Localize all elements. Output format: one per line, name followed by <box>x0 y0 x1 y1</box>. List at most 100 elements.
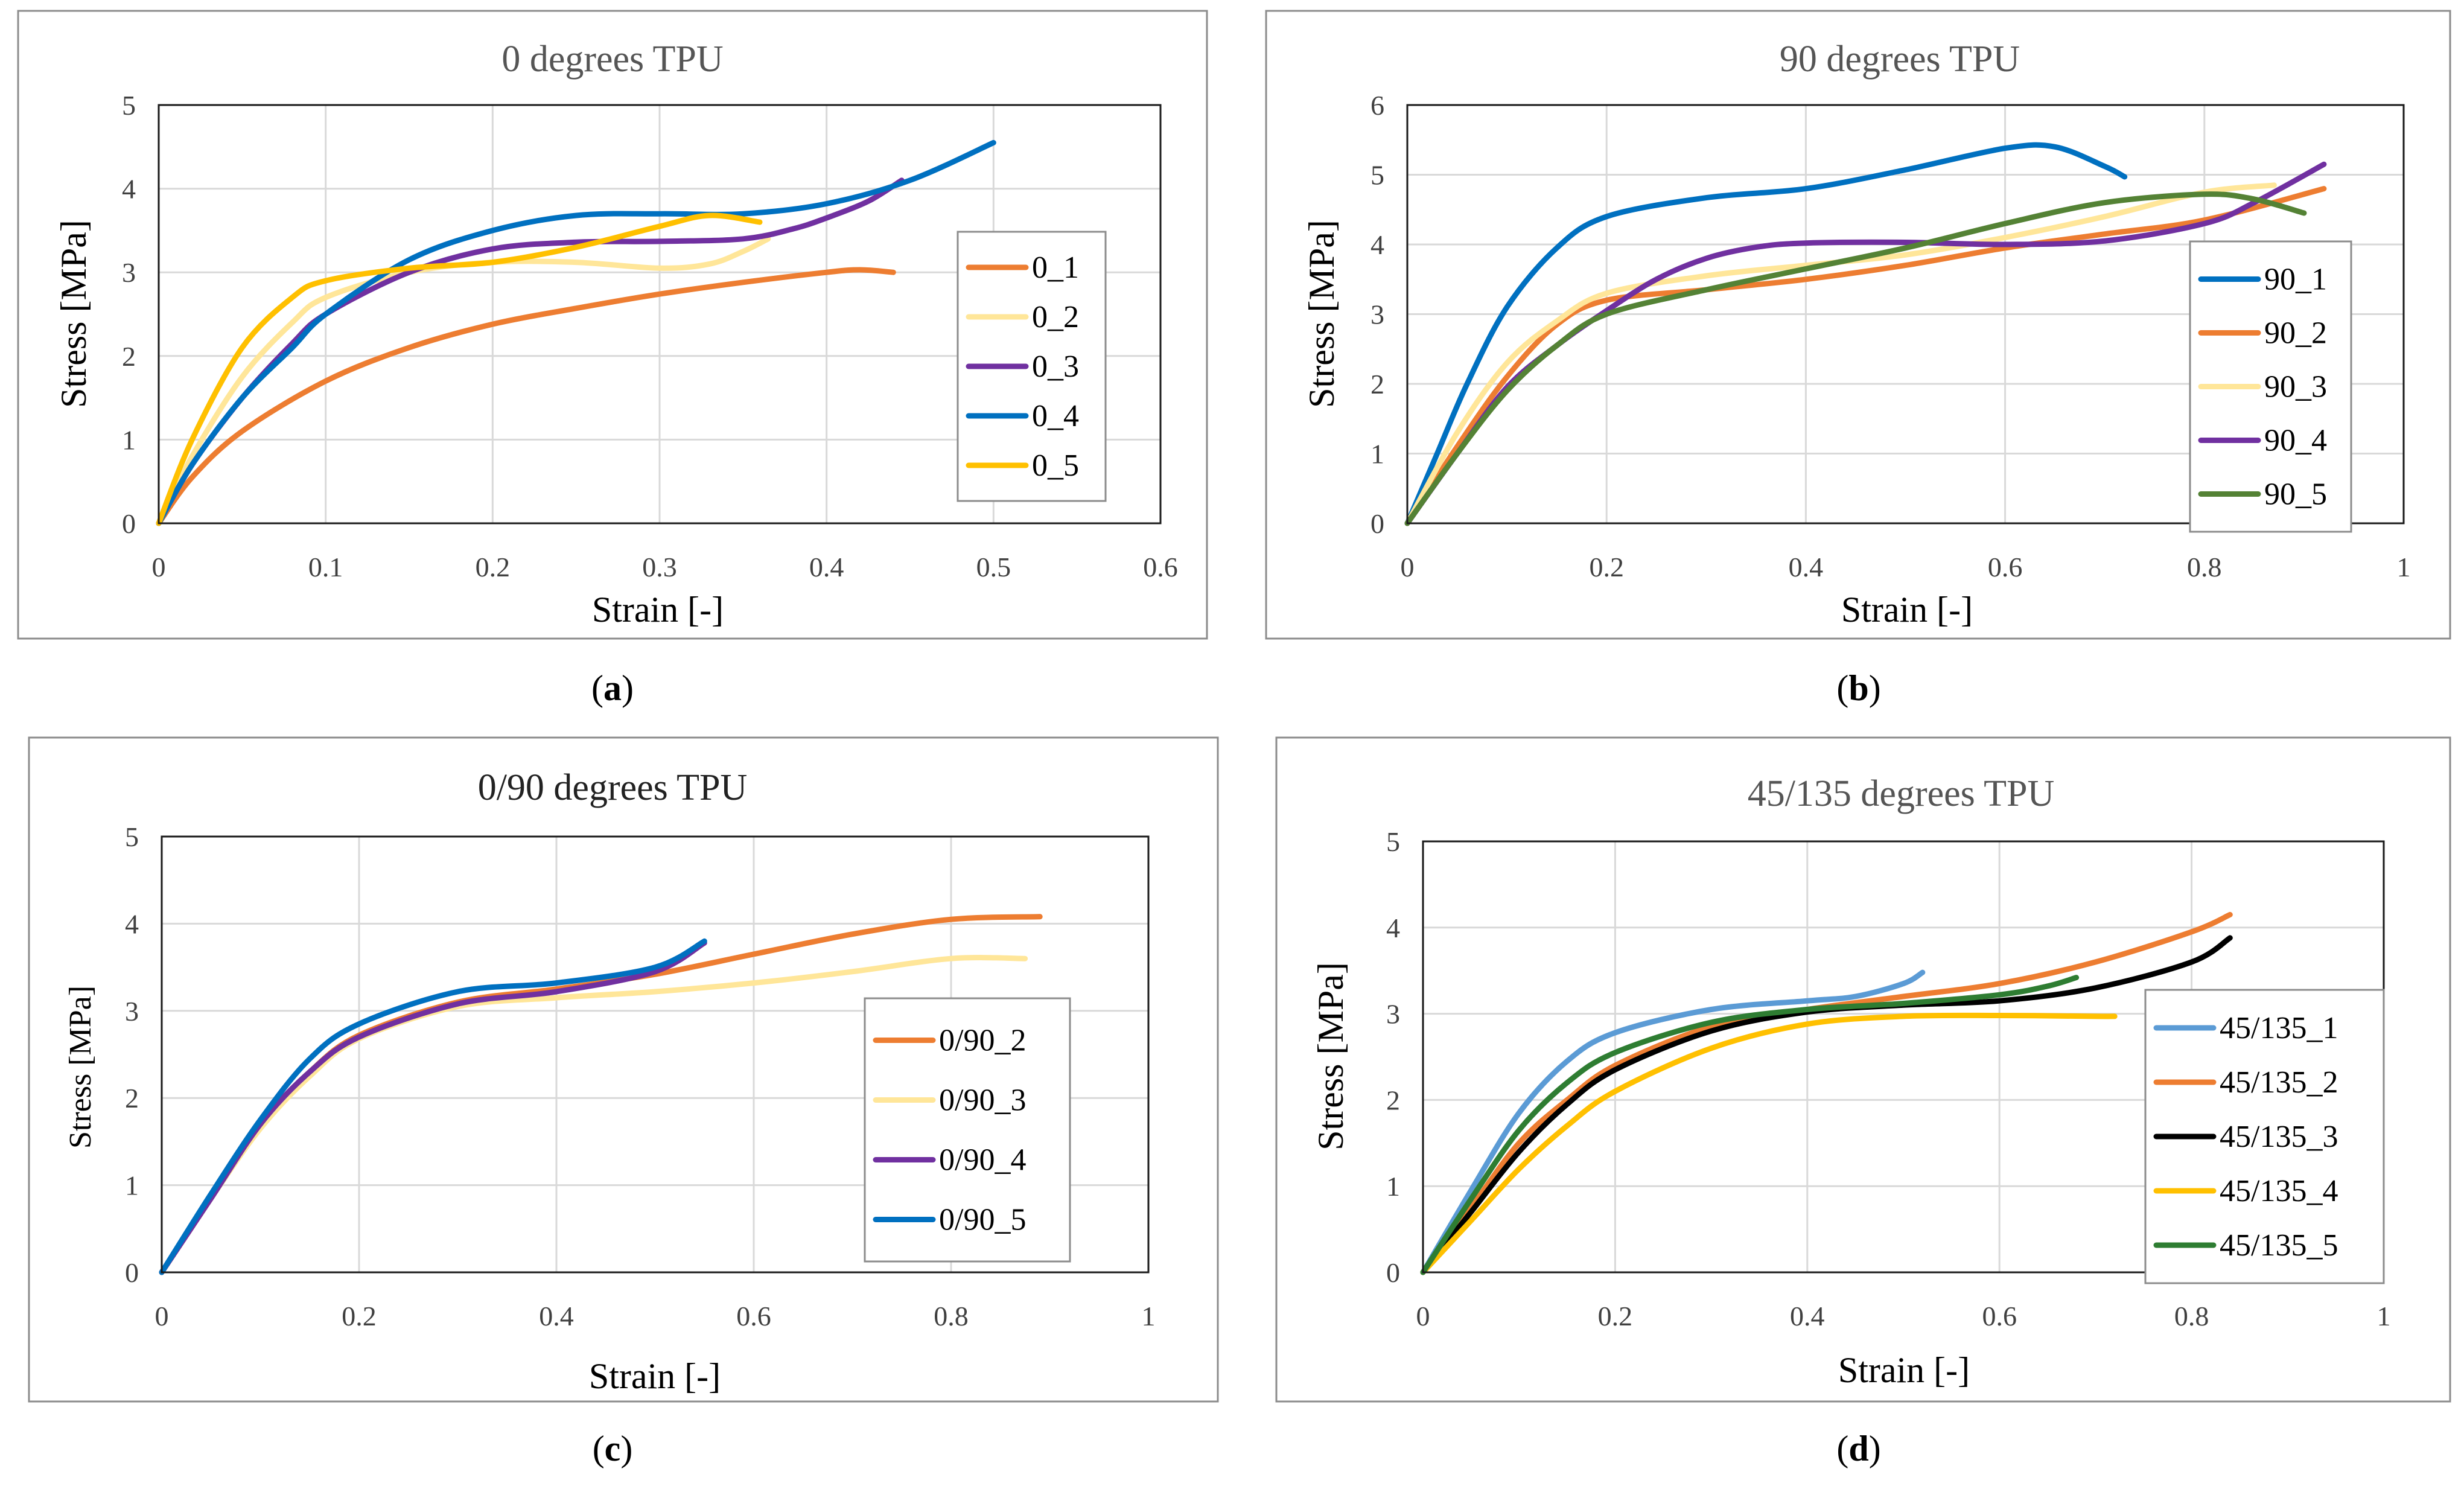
plot-area <box>1406 104 2405 524</box>
legend-label: 90_3 <box>2264 370 2327 404</box>
y-tick-label: 1 <box>125 1170 139 1201</box>
legend-label: 90_4 <box>2264 424 2327 458</box>
y-tick-label: 2 <box>1386 1085 1400 1115</box>
y-axis-title: Stress [MPa] <box>1311 962 1351 1150</box>
y-tick-label: 5 <box>1370 160 1384 191</box>
chart-0-degrees: 0 degrees TPU 0 0.1 0.2 0.3 0.4 0.5 0.6012345 … <box>17 10 1208 708</box>
y-tick-label: 1 <box>122 424 136 455</box>
y-tick-label: 4 <box>125 908 139 939</box>
legend-label: 90_1 <box>2264 263 2327 297</box>
legend-label: 0/90_4 <box>939 1143 1026 1178</box>
caption: (a) <box>591 668 634 708</box>
x-tick-label: 0.6 <box>1143 552 1178 582</box>
legend-label: 45/135_5 <box>2220 1228 2338 1263</box>
chart-title: 45/135 degrees TPU <box>1748 773 2055 814</box>
x-axis-title: Strain [-] <box>592 590 724 630</box>
caption: (b) <box>1836 668 1880 708</box>
caption-letter: a <box>603 668 622 708</box>
legend: 0_1 0_2 0_3 0_4 0_5 <box>957 231 1107 502</box>
legend-label: 45/135_1 <box>2220 1011 2338 1045</box>
caption-letter: c <box>605 1429 621 1468</box>
x-tick-label: 0.5 <box>976 552 1011 582</box>
x-tick-label: 0.8 <box>2187 552 2222 582</box>
x-tick-label: 0.6 <box>736 1301 771 1331</box>
y-tick-label: 4 <box>1370 229 1384 260</box>
x-tick-label: 0.4 <box>539 1301 574 1331</box>
series-line-0_1 <box>156 267 896 526</box>
y-tick-label: 4 <box>1386 913 1400 943</box>
chart-90-degrees: 90 degrees TPU 0 0.2 0.4 0.6 0.8 1 0 1 2 3 4 5 6 Str… <box>1265 10 2451 708</box>
tick-labels: 0 0.1 0.2 0.3 0.4 0.5 0.6 0 1 2 3 4 5 <box>122 90 1178 582</box>
series-line-90_3 <box>1404 182 2277 526</box>
tick-labels: 0 0.2 0.4 0.6 0.8 1 0 1 2 3 4 5 6 <box>1370 90 2411 582</box>
chart-title: 0 degrees TPU <box>501 39 723 80</box>
y-tick-label: 5 <box>122 90 136 121</box>
tick-labels: 0 0.2 0.4 0.6 0.8 1 0 1 2 3 4 5 <box>125 821 1156 1331</box>
caption-letter: b <box>1848 668 1868 708</box>
legend-label: 45/135_4 <box>2220 1174 2338 1208</box>
legend-label: 45/135_3 <box>2220 1120 2338 1154</box>
x-tick-label: 0.2 <box>1589 552 1624 582</box>
legend-label: 0/90_5 <box>939 1203 1026 1237</box>
y-tick-label: 2 <box>125 1083 139 1114</box>
x-axis-title: Strain [-] <box>589 1356 721 1396</box>
series-layer <box>156 139 996 526</box>
series-line-45-135_1 <box>1420 969 1926 1275</box>
series-layer <box>1420 911 2233 1275</box>
x-tick-label: 1 <box>2397 552 2411 582</box>
x-tick-label: 1 <box>1142 1301 1156 1331</box>
y-tick-label: 3 <box>125 996 139 1027</box>
y-tick-label: 6 <box>1370 90 1384 121</box>
x-tick-label: 0.4 <box>809 552 844 582</box>
y-tick-label: 0 <box>122 508 136 539</box>
x-tick-label: 0.6 <box>1982 1301 2017 1331</box>
series-line-0_5 <box>156 212 763 526</box>
x-tick-label: 0.4 <box>1789 552 1824 582</box>
legend-label: 0_4 <box>1032 399 1079 433</box>
series-layer <box>159 914 1043 1275</box>
y-tick-label: 0 <box>1386 1257 1400 1288</box>
legend-label: 0/90_2 <box>939 1024 1026 1058</box>
y-tick-label: 5 <box>125 821 139 852</box>
x-tick-label: 1 <box>2377 1301 2391 1331</box>
x-tick-label: 0 <box>1401 552 1415 582</box>
y-tick-label: 2 <box>1370 369 1384 400</box>
x-tick-label: 0.2 <box>476 552 511 582</box>
x-tick-label: 0.8 <box>934 1301 969 1331</box>
y-tick-label: 5 <box>1386 826 1400 857</box>
plot-area <box>158 104 1162 524</box>
x-tick-label: 0 <box>152 552 166 582</box>
series-line-45-135_5 <box>1420 975 2080 1275</box>
x-tick-label: 0 <box>1416 1301 1430 1331</box>
y-axis-title: Stress [MPa] <box>1302 220 1342 408</box>
chart-title: 90 degrees TPU <box>1780 39 2020 80</box>
series-line-0_4 <box>156 139 996 526</box>
legend: 0/90_2 0/90_3 0/90_4 0/90_5 <box>864 997 1071 1263</box>
x-tick-label: 0.2 <box>1598 1301 1633 1331</box>
legend-label: 0_1 <box>1032 250 1079 285</box>
y-tick-label: 4 <box>122 174 136 205</box>
caption: (c) <box>593 1429 633 1468</box>
plot-area <box>161 835 1150 1274</box>
legend-label: 0/90_3 <box>939 1083 1026 1118</box>
series-line-90_2 <box>1404 186 2327 526</box>
y-axis-title: Stress [MPa] <box>63 986 98 1149</box>
tick-labels: 0 0.2 0.4 0.6 0.8 1 0 1 2 3 4 5 <box>1386 826 2391 1331</box>
caption: (d) <box>1836 1429 1880 1468</box>
y-tick-label: 0 <box>1370 508 1384 539</box>
y-tick-label: 3 <box>1370 299 1384 330</box>
legend-label: 90_5 <box>2264 477 2327 512</box>
series-line-90_5 <box>1404 191 2307 526</box>
legend-label: 0_3 <box>1032 349 1079 384</box>
x-axis-title: Strain [-] <box>1838 1350 1970 1390</box>
series-line-0-90_5 <box>159 938 707 1275</box>
series-line-45-135_3 <box>1420 935 2233 1275</box>
x-tick-label: 0.3 <box>642 552 677 582</box>
y-tick-label: 3 <box>1386 999 1400 1030</box>
y-tick-label: 3 <box>122 257 136 288</box>
legend-label: 45/135_2 <box>2220 1065 2338 1100</box>
caption-letter: d <box>1848 1429 1868 1468</box>
series-line-90_1 <box>1404 142 2128 526</box>
x-axis-title: Strain [-] <box>1841 590 1973 630</box>
